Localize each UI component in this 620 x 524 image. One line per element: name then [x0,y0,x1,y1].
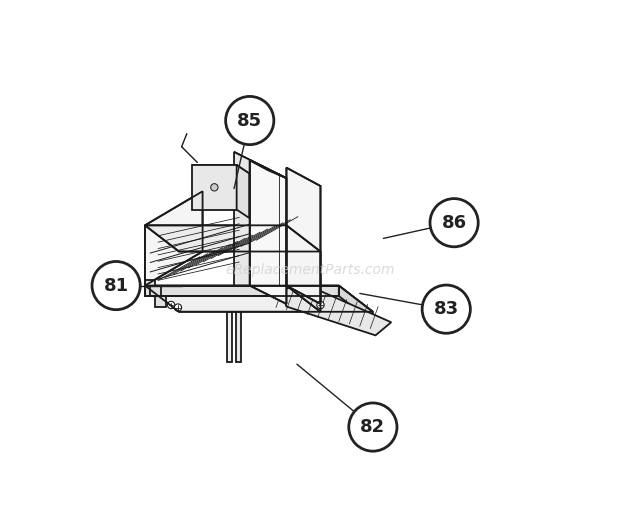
Polygon shape [192,165,249,173]
Polygon shape [286,168,321,304]
Polygon shape [145,191,203,286]
Polygon shape [281,283,391,335]
Polygon shape [250,160,286,304]
Circle shape [167,301,175,309]
Polygon shape [145,225,321,252]
Text: 85: 85 [237,112,262,129]
Text: 83: 83 [433,300,459,318]
Polygon shape [339,286,373,322]
Circle shape [422,285,471,333]
Circle shape [317,301,324,309]
Text: 86: 86 [441,214,467,232]
Circle shape [174,304,182,311]
Polygon shape [236,312,241,362]
Polygon shape [234,152,286,178]
Circle shape [349,403,397,451]
Text: eReplacementParts.com: eReplacementParts.com [225,263,395,277]
Circle shape [92,261,140,310]
Polygon shape [237,165,249,218]
Polygon shape [156,296,166,307]
Polygon shape [227,312,232,362]
Polygon shape [145,286,373,312]
Polygon shape [145,280,156,286]
Text: 81: 81 [104,277,129,294]
Polygon shape [234,152,250,286]
Polygon shape [150,286,161,296]
Text: 82: 82 [360,418,386,436]
Polygon shape [286,225,321,312]
Polygon shape [192,165,237,210]
Polygon shape [145,286,339,296]
Circle shape [211,184,218,191]
Circle shape [226,96,274,145]
Circle shape [430,199,478,247]
